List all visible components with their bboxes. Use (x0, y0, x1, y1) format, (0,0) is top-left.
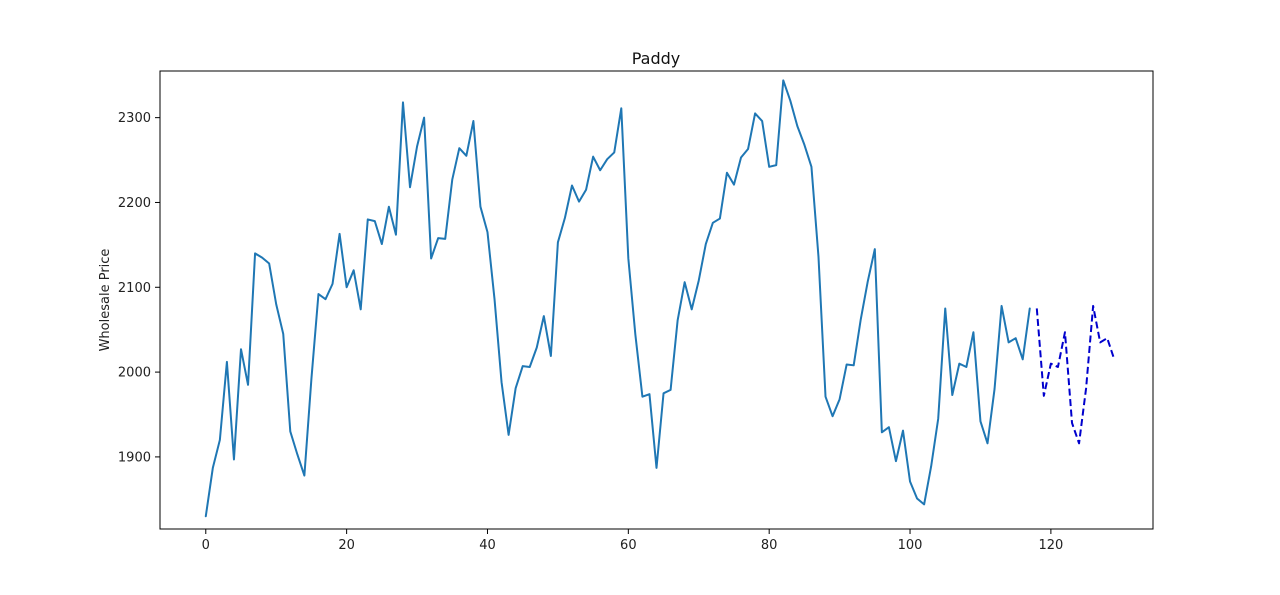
y-axis-title: Wholesale Price (98, 249, 113, 352)
x-tick-label: 100 (898, 538, 923, 553)
chart-title: Paddy (632, 49, 681, 68)
plot-area: 0 20 40 60 80 100 120 1900 2000 2100 2200 2300 (118, 79, 1116, 553)
x-tick-label: 80 (761, 538, 778, 553)
x-tick-label: 0 (202, 538, 210, 553)
y-tick-label: 2100 (118, 281, 151, 296)
x-tick-label: 120 (1038, 538, 1063, 553)
y-tick-label: 2000 (118, 366, 151, 381)
x-tick-label: 20 (338, 538, 355, 553)
y-tick-label: 1900 (118, 450, 151, 465)
forecast-series-line (1035, 304, 1116, 445)
y-tick-label: 2200 (118, 196, 151, 211)
x-tick-label: 40 (479, 538, 496, 553)
history-series-line (204, 79, 1031, 518)
x-tick-label: 60 (620, 538, 637, 553)
plot-frame (159, 70, 1154, 530)
y-tick-label: 2300 (118, 111, 151, 126)
